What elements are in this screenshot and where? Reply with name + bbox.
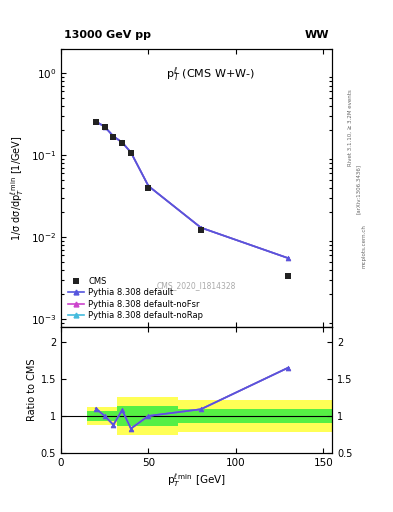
Text: p$_T^{\ell}$ (CMS W+W-): p$_T^{\ell}$ (CMS W+W-)	[165, 66, 255, 83]
Text: [arXiv:1306.3436]: [arXiv:1306.3436]	[356, 164, 361, 215]
Y-axis label: Ratio to CMS: Ratio to CMS	[26, 359, 37, 421]
Text: WW: WW	[305, 30, 329, 40]
Text: Rivet 3.1.10, ≥ 3.2M events: Rivet 3.1.10, ≥ 3.2M events	[348, 90, 353, 166]
X-axis label: p$_T^{\ell\, {\rm min}}$ [GeV]: p$_T^{\ell\, {\rm min}}$ [GeV]	[167, 472, 226, 489]
Text: CMS_2020_I1814328: CMS_2020_I1814328	[157, 282, 236, 291]
Text: mcplots.cern.ch: mcplots.cern.ch	[362, 224, 367, 268]
Y-axis label: 1/σ dσ/dp$_T^{\ell\, {\rm min}}$ [1/GeV]: 1/σ dσ/dp$_T^{\ell\, {\rm min}}$ [1/GeV]	[9, 135, 26, 241]
Legend: CMS, Pythia 8.308 default, Pythia 8.308 default-noFsr, Pythia 8.308 default-noRa: CMS, Pythia 8.308 default, Pythia 8.308 …	[65, 274, 206, 323]
Text: 13000 GeV pp: 13000 GeV pp	[64, 30, 151, 40]
